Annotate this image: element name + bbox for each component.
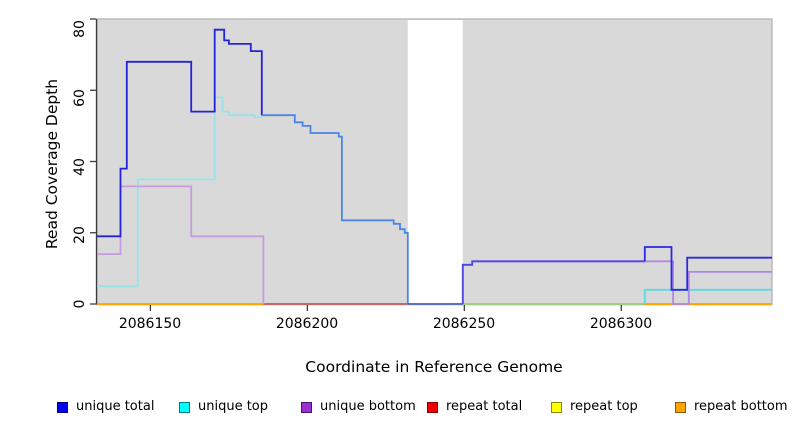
legend-label: unique top — [198, 399, 269, 414]
unique-bottom-swatch-icon — [301, 401, 312, 413]
legend-label: repeat top — [570, 399, 638, 414]
legend-item-repeat-top: repeat top — [551, 400, 638, 414]
legend-item-unique-total: unique total — [57, 400, 154, 414]
repeat-bottom-swatch-icon — [675, 401, 686, 413]
x-tick-label-2086300: 2086300 — [589, 316, 653, 332]
unique-top-swatch-icon — [179, 401, 190, 413]
x-tick-label-2086200: 2086200 — [275, 316, 339, 332]
x-tick-label-2086250: 2086250 — [432, 316, 496, 332]
legend-item-unique-bottom: unique bottom — [301, 400, 416, 414]
y-tick-label-60: 60 — [72, 89, 88, 107]
legend-item-repeat-total: repeat total — [427, 400, 522, 414]
unique-total-swatch-icon — [57, 401, 68, 413]
legend-item-unique-top: unique top — [179, 400, 268, 414]
legend-label: unique total — [76, 399, 155, 414]
y-axis-title: Read Coverage Depth — [43, 78, 61, 250]
legend-label: unique bottom — [320, 399, 416, 414]
y-tick-label-20: 20 — [72, 226, 88, 244]
repeat-top-swatch-icon — [551, 401, 562, 413]
y-tick-label-80: 80 — [72, 20, 88, 38]
repeat-total-swatch-icon — [427, 401, 438, 413]
legend-item-repeat-bottom: repeat bottom — [675, 400, 788, 414]
x-tick-label-2086150: 2086150 — [118, 316, 182, 332]
legend-label: repeat bottom — [694, 399, 788, 414]
x-axis-title: Coordinate in Reference Genome — [305, 358, 563, 376]
y-tick-label-0: 0 — [72, 299, 88, 309]
legend-label: repeat total — [446, 399, 523, 414]
y-tick-label-40: 40 — [72, 158, 88, 176]
